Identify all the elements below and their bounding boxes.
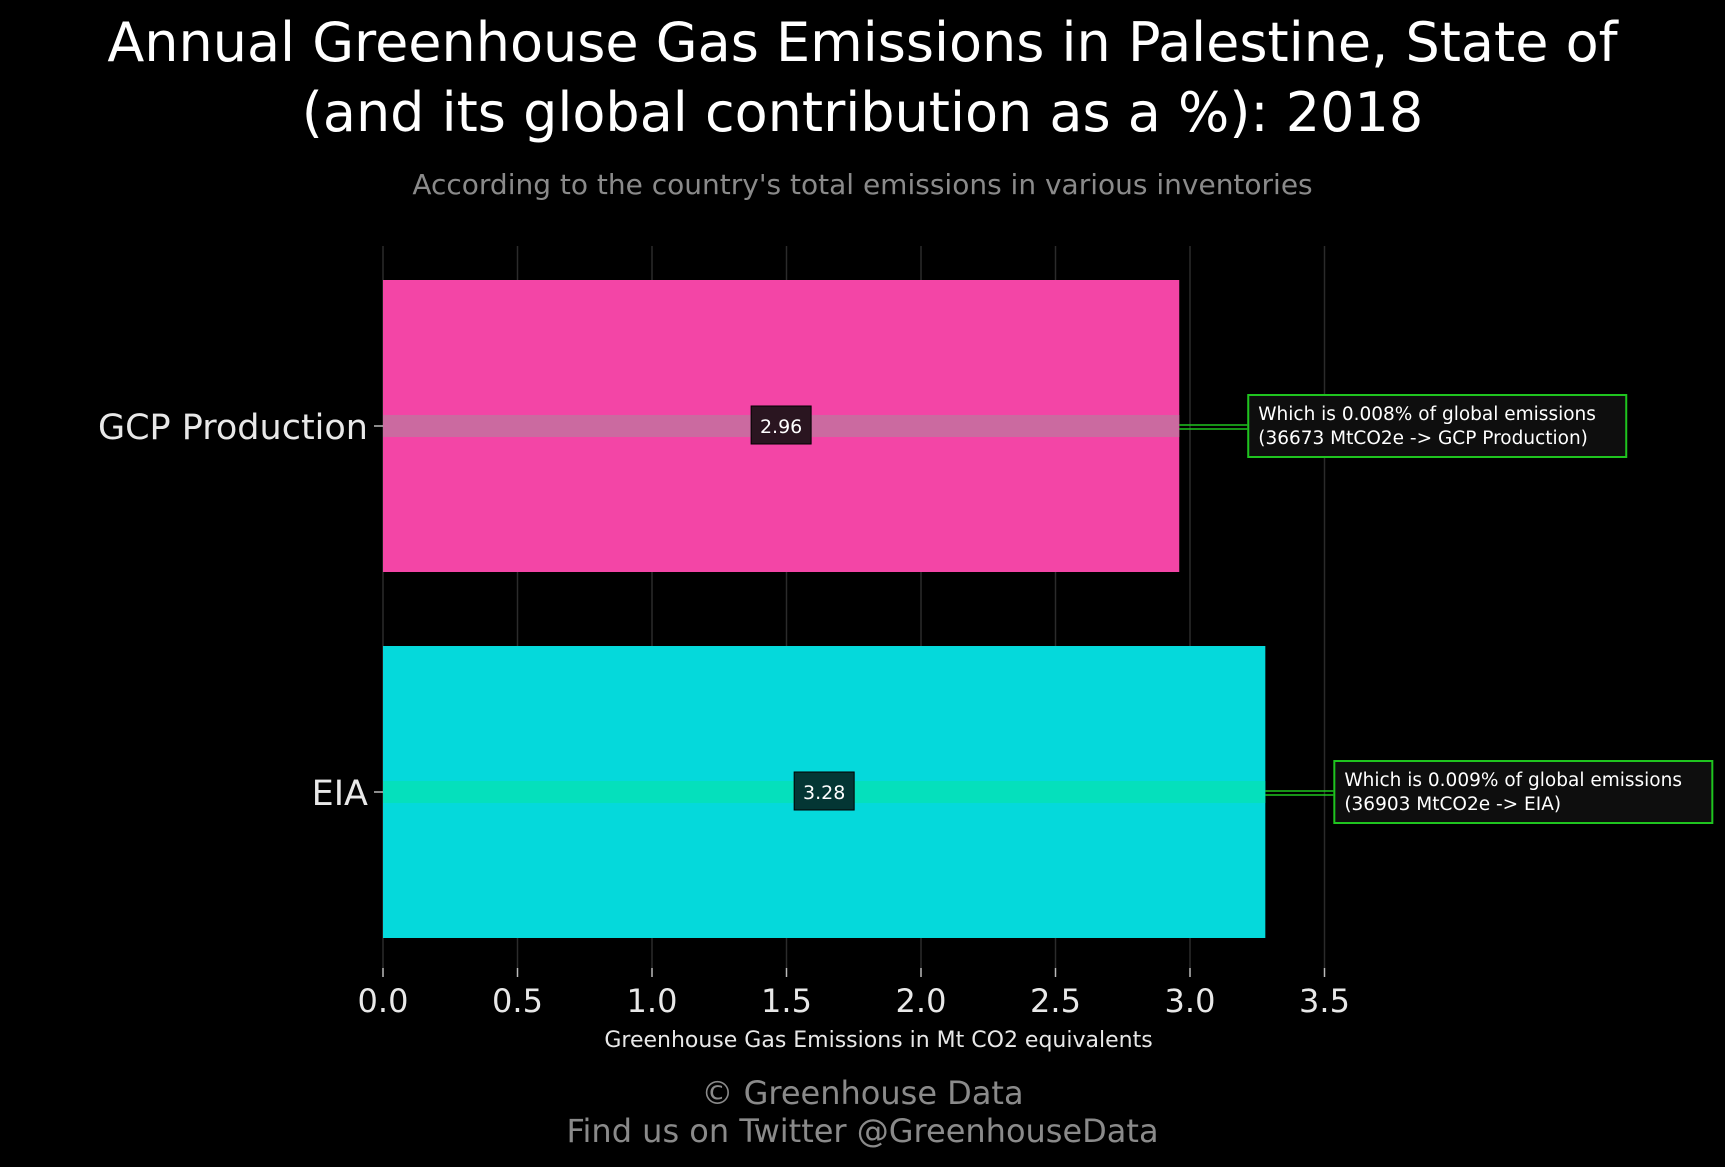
x-tick-label: 3.0: [1165, 982, 1216, 1020]
value-label-box: [793, 771, 855, 811]
x-tick-label: 2.0: [896, 982, 947, 1020]
x-tick-label: 3.5: [1299, 982, 1350, 1020]
x-tick-label: 1.0: [627, 982, 678, 1020]
chart-title: Annual Greenhouse Gas Emissions in Pales…: [0, 8, 1725, 148]
footer-copyright: © Greenhouse Data: [701, 1074, 1024, 1112]
annotation-box: [1333, 760, 1714, 824]
annotation-text-line1: Which is 0.008% of global emissions: [1258, 404, 1596, 425]
annotation-text-line1: Which is 0.009% of global emissions: [1344, 770, 1682, 791]
y-tick-label: GCP Production: [98, 408, 368, 448]
x-tick-label: 0.0: [358, 982, 409, 1020]
x-tick-label: 0.5: [492, 982, 543, 1020]
annotation-text-line2: (36673 MtCO2e -> GCP Production): [1258, 428, 1588, 449]
x-tick-label: 2.5: [1030, 982, 1081, 1020]
chart-subtitle: According to the country's total emissio…: [412, 168, 1313, 201]
x-axis-label: Greenhouse Gas Emissions in Mt CO2 equiv…: [604, 1028, 1152, 1053]
value-label-box: [750, 405, 812, 445]
y-tick-label: EIA: [312, 774, 368, 814]
value-label: 2.96: [760, 416, 802, 438]
footer-twitter: Find us on Twitter @GreenhouseData: [566, 1112, 1159, 1150]
chart-title-line2: (and its global contribution as a %): 20…: [301, 81, 1424, 144]
value-label: 3.28: [803, 782, 845, 804]
annotation-box: [1247, 394, 1628, 458]
footer: © Greenhouse Data Find us on Twitter @Gr…: [0, 1074, 1725, 1150]
chart-title-line1: Annual Greenhouse Gas Emissions in Pales…: [107, 11, 1618, 74]
annotation-text-line2: (36903 MtCO2e -> EIA): [1344, 794, 1561, 815]
x-tick-label: 1.5: [761, 982, 812, 1020]
